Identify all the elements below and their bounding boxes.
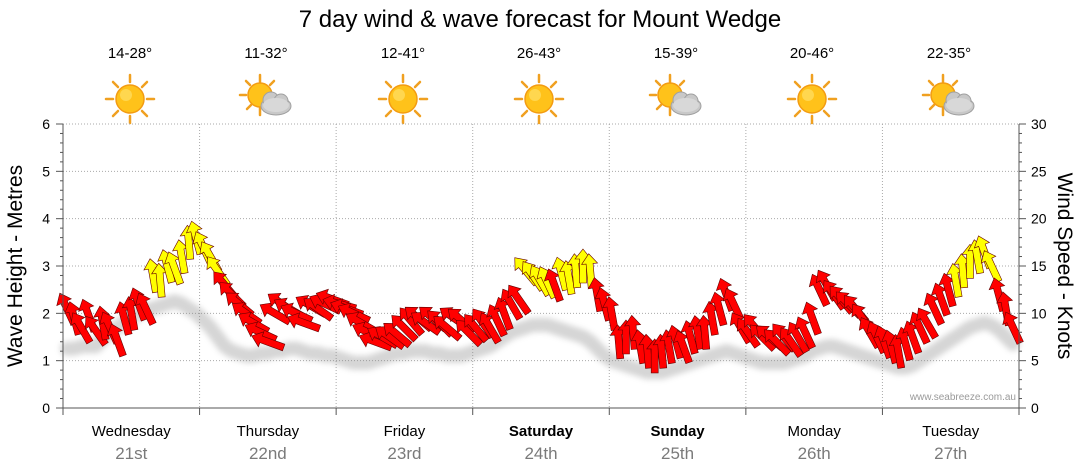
- wind-arrow: [70, 312, 94, 345]
- day-name-label: Monday: [787, 423, 841, 440]
- wave-height-line: [60, 294, 1020, 380]
- wind-arrow: [135, 292, 157, 326]
- right-tick-label: 15: [1031, 258, 1047, 274]
- day-name-label: Friday: [384, 423, 426, 440]
- temp-thursday: 11-32°: [244, 45, 288, 62]
- temp-friday: 12-41°: [380, 45, 426, 62]
- credit-text: www.seabreeze.com.au: [909, 392, 1016, 403]
- day-date-label: 22nd: [249, 444, 287, 463]
- sun-cloud-icon: [921, 73, 975, 117]
- wind-arrow: [1002, 311, 1024, 345]
- sun-icon: [377, 73, 429, 125]
- chart-grid: [63, 123, 1019, 408]
- right-tick-label: 0: [1031, 400, 1039, 416]
- sun-cloud-icon: [238, 73, 292, 117]
- chart-axes: 0 1 2 3 4 5 6 0 5 10 15 20 25 30 Wednesday 21st Thursday…: [42, 116, 1047, 463]
- right-tick-label: 5: [1031, 353, 1039, 369]
- wave-shadow: [60, 294, 1020, 380]
- day-name-label: Saturday: [509, 423, 574, 440]
- left-tick-label: 1: [42, 353, 50, 369]
- wind-arrow: [507, 284, 532, 316]
- right-tick-label: 25: [1031, 163, 1047, 179]
- temp-monday: 20-46°: [789, 45, 835, 62]
- right-tick-label: 10: [1031, 305, 1047, 321]
- wind-arrow: [916, 307, 939, 340]
- left-tick-label: 0: [42, 400, 50, 416]
- sun-icon: [513, 73, 565, 125]
- temp-wednesday: 14-28°: [107, 45, 153, 62]
- left-tick-label: 4: [42, 211, 50, 227]
- day-date-label: 24th: [524, 444, 557, 463]
- chart-title: 7 day wind & wave forecast for Mount Wed…: [298, 6, 782, 33]
- wind-arrow: [287, 312, 322, 333]
- wind-arrow: [801, 301, 822, 336]
- day-name-label: Sunday: [650, 423, 705, 440]
- wind-arrow: [280, 302, 314, 325]
- left-tick-label: 2: [42, 305, 50, 321]
- wind-arrow: [794, 316, 816, 350]
- temp-sunday: 15-39°: [653, 45, 699, 62]
- left-axis-label: Wave Height - Metres: [4, 165, 27, 367]
- day-date-label: 26th: [798, 444, 831, 463]
- left-tick-label: 3: [42, 258, 50, 274]
- sun-icon: [786, 73, 838, 125]
- day-name-label: Tuesday: [922, 423, 979, 440]
- day-date-label: 27th: [934, 444, 967, 463]
- wind-arrow: [251, 331, 286, 352]
- wind-arrows: [56, 220, 1024, 374]
- day-name-label: Thursday: [237, 423, 300, 440]
- temp-saturday: 26-43°: [516, 45, 562, 62]
- right-tick-label: 20: [1031, 211, 1047, 227]
- day-date-label: 21st: [115, 444, 147, 463]
- day-date-label: 25th: [661, 444, 694, 463]
- sun-icon: [104, 73, 156, 125]
- right-axis-label: Wind Speed - Knots: [1053, 173, 1076, 360]
- wind-arrow: [106, 323, 127, 358]
- left-tick-label: 6: [42, 116, 50, 132]
- day-name-label: Wednesday: [92, 423, 171, 440]
- sun-cloud-icon: [648, 73, 702, 117]
- wind-arrow: [587, 277, 605, 313]
- right-tick-label: 30: [1031, 116, 1047, 132]
- temp-tuesday: 22-35°: [926, 45, 972, 62]
- day-date-label: 23rd: [387, 444, 421, 463]
- left-tick-label: 5: [42, 163, 50, 179]
